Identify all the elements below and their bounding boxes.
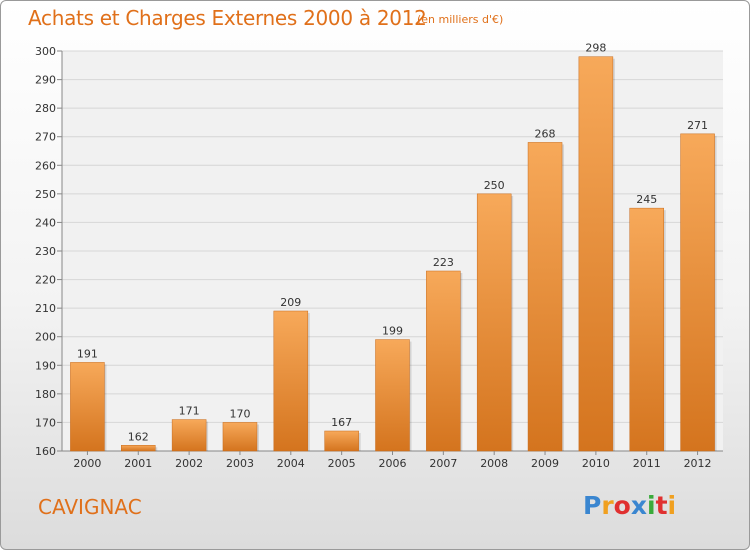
bar	[172, 420, 206, 451]
x-tick-label: 2007	[429, 457, 457, 470]
bar	[376, 340, 410, 451]
y-tick-label: 260	[35, 159, 56, 172]
bar	[121, 445, 155, 451]
bar	[477, 194, 511, 451]
data-label: 170	[229, 407, 250, 420]
bar	[681, 134, 715, 451]
data-label: 245	[636, 193, 657, 206]
bar	[528, 142, 562, 451]
data-label: 191	[77, 347, 98, 360]
y-tick-label: 180	[35, 388, 56, 401]
x-tick-label: 2009	[531, 457, 559, 470]
data-label: 171	[179, 405, 200, 418]
x-tick-label: 2002	[175, 457, 203, 470]
bar	[274, 311, 308, 451]
x-tick-label: 2008	[480, 457, 508, 470]
logo-letter: i	[668, 491, 677, 520]
place-name: CAVIGNAC	[38, 495, 142, 519]
data-label: 199	[382, 325, 403, 338]
bar	[325, 431, 359, 451]
y-tick-label: 280	[35, 102, 56, 115]
y-tick-label: 160	[35, 445, 56, 458]
x-tick-label: 2006	[379, 457, 407, 470]
y-tick-label: 230	[35, 245, 56, 258]
x-tick-label: 2010	[582, 457, 610, 470]
bar	[579, 57, 613, 451]
data-label: 162	[128, 430, 149, 443]
x-tick-label: 2012	[684, 457, 712, 470]
y-tick-label: 290	[35, 74, 56, 87]
logo-letter: o	[614, 491, 631, 520]
y-tick-label: 270	[35, 131, 56, 144]
proxiti-logo: Proxiti	[583, 491, 676, 520]
logo-letter: P	[583, 491, 601, 520]
x-tick-label: 2004	[277, 457, 305, 470]
y-tick-label: 190	[35, 359, 56, 372]
y-tick-label: 220	[35, 274, 56, 287]
bar	[426, 271, 460, 451]
x-tick-label: 2005	[328, 457, 356, 470]
chart-frame: Achats et Charges Externes 2000 à 2012 (…	[0, 0, 750, 550]
bar	[223, 422, 257, 451]
data-label: 209	[280, 296, 301, 309]
bar	[630, 208, 664, 451]
logo-letter: t	[656, 491, 668, 520]
logo-letter: i	[647, 491, 656, 520]
data-label: 268	[535, 127, 556, 140]
x-tick-label: 2000	[73, 457, 101, 470]
x-tick-label: 2011	[633, 457, 661, 470]
y-tick-label: 300	[35, 45, 56, 58]
y-tick-label: 200	[35, 331, 56, 344]
x-tick-label: 2001	[124, 457, 152, 470]
data-label: 167	[331, 416, 352, 429]
logo-letter: x	[631, 491, 647, 520]
data-label: 298	[585, 42, 606, 55]
y-tick-label: 170	[35, 416, 56, 429]
logo-letter: r	[601, 491, 613, 520]
data-label: 250	[484, 179, 505, 192]
bar	[70, 362, 104, 451]
bar-chart: 160 170 180 190 200 210 220 230 240 250 260 270 280 2…	[1, 1, 749, 549]
x-tick-label: 2003	[226, 457, 254, 470]
y-tick-label: 240	[35, 216, 56, 229]
y-tick-label: 210	[35, 302, 56, 315]
y-tick-label: 250	[35, 188, 56, 201]
data-label: 223	[433, 256, 454, 269]
data-label: 271	[687, 119, 708, 132]
